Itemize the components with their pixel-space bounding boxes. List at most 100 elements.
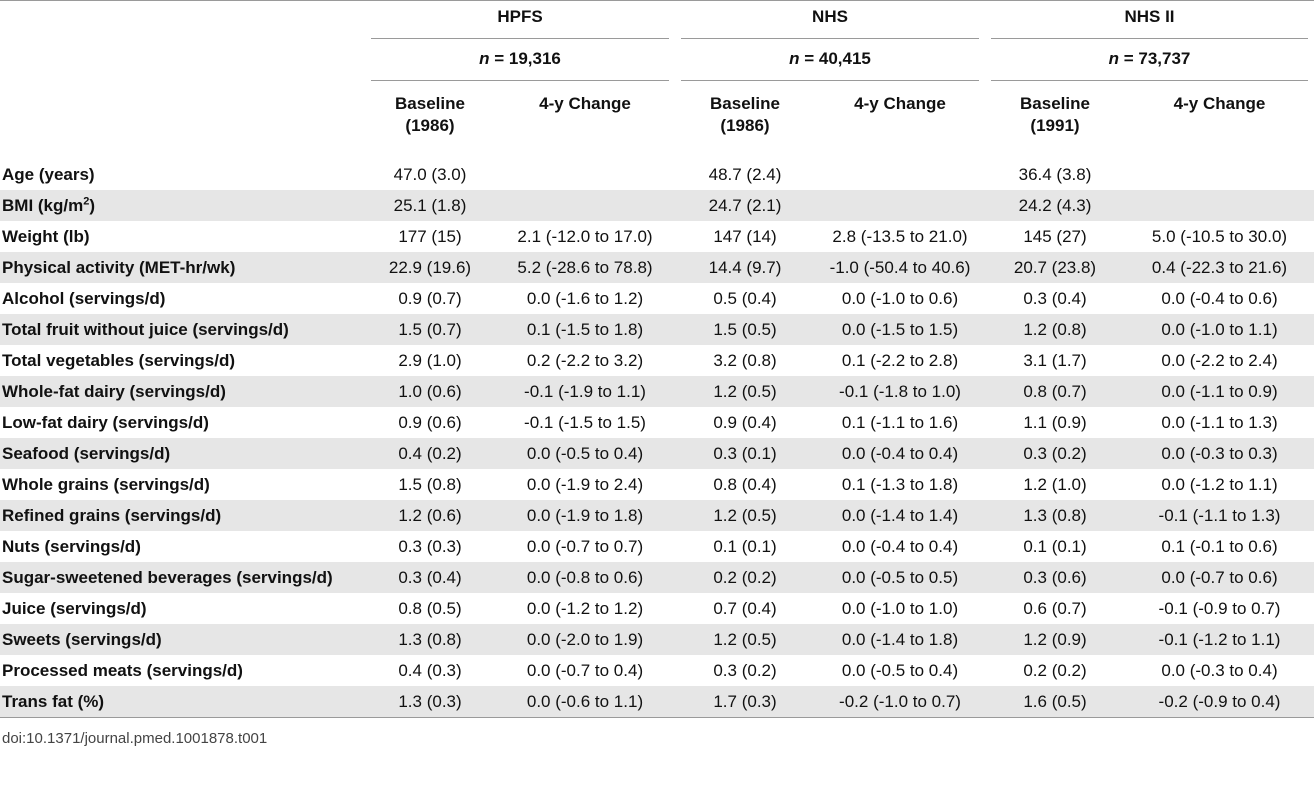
table-row: Whole grains (servings/d) 1.5 (0.8) 0.0 (-… bbox=[0, 469, 1314, 500]
subheader-cell: Baseline (1986) bbox=[365, 85, 495, 159]
n-symbol: n bbox=[1108, 48, 1119, 68]
subheader-cell: Baseline (1986) bbox=[675, 85, 815, 159]
table-cell: 48.7 (2.4) bbox=[708, 165, 782, 184]
table-cell: 0.0 (-1.2 to 1.1) bbox=[1161, 475, 1278, 494]
table-cell bbox=[815, 159, 985, 190]
table-cell: 0.1 (-2.2 to 2.8) bbox=[841, 351, 959, 370]
group-name: NHS bbox=[681, 6, 979, 39]
table-cell bbox=[815, 190, 985, 221]
table-row: Sugar-sweetened beverages (servings/d) 0.… bbox=[0, 562, 1314, 593]
subheader-line1: 4-y Change bbox=[539, 94, 631, 113]
table-cell: 0.0 (-1.5 to 1.5) bbox=[815, 314, 985, 345]
n-symbol: n bbox=[479, 48, 490, 68]
table-cell: 0.1 (-1.3 to 1.8) bbox=[841, 475, 959, 494]
row-label: Whole-fat dairy (servings/d) bbox=[0, 376, 365, 407]
table-cell: 0.5 (0.4) bbox=[713, 289, 777, 308]
table-cell: 0.8 (0.5) bbox=[398, 599, 462, 618]
table-cell: 0.7 (0.4) bbox=[713, 599, 777, 618]
table-cell: 0.3 (0.6) bbox=[985, 562, 1125, 593]
table-cell: 0.0 (-1.1 to 0.9) bbox=[1125, 376, 1314, 407]
table-cell: 1.0 (0.6) bbox=[365, 376, 495, 407]
table-cell: 0.8 (0.4) bbox=[713, 475, 777, 494]
table-cell: -0.1 (-1.1 to 1.3) bbox=[1125, 500, 1314, 531]
row-label-text: Nuts (servings/d) bbox=[2, 537, 141, 556]
table-row: Refined grains (servings/d) 1.2 (0.6) 0.0 … bbox=[0, 500, 1314, 531]
table-cell: 1.2 (0.6) bbox=[365, 500, 495, 531]
table-cell: 0.0 (-0.7 to 0.6) bbox=[1125, 562, 1314, 593]
row-label: Total fruit without juice (servings/d) bbox=[0, 314, 365, 345]
table-cell: 0.2 (0.2) bbox=[1023, 661, 1087, 680]
table-cell: 0.0 (-1.0 to 1.0) bbox=[841, 599, 959, 618]
table-cell bbox=[495, 159, 675, 190]
table-body: Age (years) 47.0 (3.0) 48.7 (2.4) 36.4 (3.8… bbox=[0, 159, 1314, 718]
table-cell bbox=[1125, 190, 1314, 221]
table-cell: 0.9 (0.4) bbox=[713, 413, 777, 432]
n-header-nhs-ii: n = 73,737 bbox=[985, 43, 1314, 85]
table-row: Total fruit without juice (servings/d) 1.… bbox=[0, 314, 1314, 345]
row-label: Sweets (servings/d) bbox=[0, 624, 365, 655]
table-container: HPFS NHS NHS II n = 19,316 n = 40,415 n … bbox=[0, 0, 1314, 747]
subheader-line1: Baseline bbox=[395, 94, 465, 113]
table-cell: -0.2 (-0.9 to 0.4) bbox=[1125, 686, 1314, 718]
table-cell: 1.2 (0.8) bbox=[985, 314, 1125, 345]
subheader-cell: 4-y Change bbox=[815, 85, 985, 159]
row-label-end: ) bbox=[89, 196, 96, 215]
row-label-text: Whole-fat dairy (servings/d) bbox=[2, 382, 226, 401]
table-cell: 1.3 (0.3) bbox=[365, 686, 495, 718]
subheader-line2: (1991) bbox=[1030, 116, 1080, 135]
subheader-line1: Baseline bbox=[1020, 94, 1090, 113]
table-cell: 24.2 (4.3) bbox=[985, 190, 1125, 221]
row-label-text: Weight (lb) bbox=[2, 227, 90, 246]
subheader-cell: Baseline (1991) bbox=[985, 85, 1125, 159]
table-cell: 0.0 (-0.4 to 0.6) bbox=[1161, 289, 1278, 308]
table-cell: 1.6 (0.5) bbox=[985, 686, 1125, 718]
table-cell: 0.8 (0.7) bbox=[985, 376, 1125, 407]
table-row: Sweets (servings/d) 1.3 (0.8) 0.0 (-2.0 to… bbox=[0, 624, 1314, 655]
n-value: = 19,316 bbox=[494, 48, 561, 68]
table-row: Physical activity (MET-hr/wk) 22.9 (19.6)… bbox=[0, 252, 1314, 283]
table-cell: 3.1 (1.7) bbox=[1023, 351, 1087, 370]
row-label: Physical activity (MET-hr/wk) bbox=[0, 252, 365, 283]
row-label-text: Seafood (servings/d) bbox=[2, 444, 171, 463]
table-cell: 1.7 (0.3) bbox=[675, 686, 815, 718]
row-label: Total vegetables (servings/d) bbox=[0, 345, 365, 376]
row-label-text: Sugar-sweetened beverages (servings/d) bbox=[2, 568, 333, 587]
table-cell: 0.3 (0.4) bbox=[365, 562, 495, 593]
table-row: Total vegetables (servings/d) 2.9 (1.0) 0.… bbox=[0, 345, 1314, 376]
table-cell: 1.3 (0.8) bbox=[365, 624, 495, 655]
table-row: Low-fat dairy (servings/d) 0.9 (0.6) -0.1 … bbox=[0, 407, 1314, 438]
table-cell: 1.5 (0.5) bbox=[675, 314, 815, 345]
table-cell: 0.0 (-0.6 to 1.1) bbox=[495, 686, 675, 718]
table-cell: 1.2 (1.0) bbox=[1023, 475, 1087, 494]
row-label: Nuts (servings/d) bbox=[0, 531, 365, 562]
table-row: Weight (lb) 177 (15) 2.1 (-12.0 to 17.0) 14… bbox=[0, 221, 1314, 252]
n-header-hpfs: n = 19,316 bbox=[365, 43, 675, 85]
table-cell: 0.0 (-1.4 to 1.4) bbox=[815, 500, 985, 531]
table-cell: 5.0 (-10.5 to 30.0) bbox=[1151, 227, 1288, 246]
table-cell: 177 (15) bbox=[398, 227, 462, 246]
table-cell: 1.2 (0.5) bbox=[675, 500, 815, 531]
table-cell: 0.0 (-0.3 to 0.3) bbox=[1125, 438, 1314, 469]
table-row: Nuts (servings/d) 0.3 (0.3) 0.0 (-0.7 to 0… bbox=[0, 531, 1314, 562]
table-cell: 1.2 (0.5) bbox=[675, 376, 815, 407]
table-row: Alcohol (servings/d) 0.9 (0.7) 0.0 (-1.6 t… bbox=[0, 283, 1314, 314]
data-table: HPFS NHS NHS II n = 19,316 n = 40,415 n … bbox=[0, 0, 1314, 718]
table-cell: 0.4 (0.2) bbox=[365, 438, 495, 469]
row-label: Sugar-sweetened beverages (servings/d) bbox=[0, 562, 365, 593]
group-name: NHS II bbox=[991, 6, 1308, 39]
table-cell: 0.0 (-1.6 to 1.2) bbox=[526, 289, 644, 308]
table-cell: 0.0 (-0.4 to 0.4) bbox=[815, 438, 985, 469]
table-header: HPFS NHS NHS II n = 19,316 n = 40,415 n … bbox=[0, 0, 1314, 160]
row-label-text: Processed meats (servings/d) bbox=[2, 661, 243, 680]
row-label: BMI (kg/m2) bbox=[0, 190, 365, 221]
table-cell: 2.8 (-13.5 to 21.0) bbox=[832, 227, 968, 246]
row-label-text: Sweets (servings/d) bbox=[2, 630, 162, 649]
table-cell: 0.1 (-0.1 to 0.6) bbox=[1161, 537, 1278, 556]
row-label: Age (years) bbox=[0, 159, 365, 190]
table-cell: 0.3 (0.2) bbox=[713, 661, 777, 680]
table-cell: 0.0 (-2.0 to 1.9) bbox=[495, 624, 675, 655]
table-cell: 0.1 (-1.1 to 1.6) bbox=[841, 413, 959, 432]
table-cell: 0.0 (-0.5 to 0.4) bbox=[841, 661, 959, 680]
row-label: Low-fat dairy (servings/d) bbox=[0, 407, 365, 438]
table-cell: 0.0 (-1.4 to 1.8) bbox=[815, 624, 985, 655]
